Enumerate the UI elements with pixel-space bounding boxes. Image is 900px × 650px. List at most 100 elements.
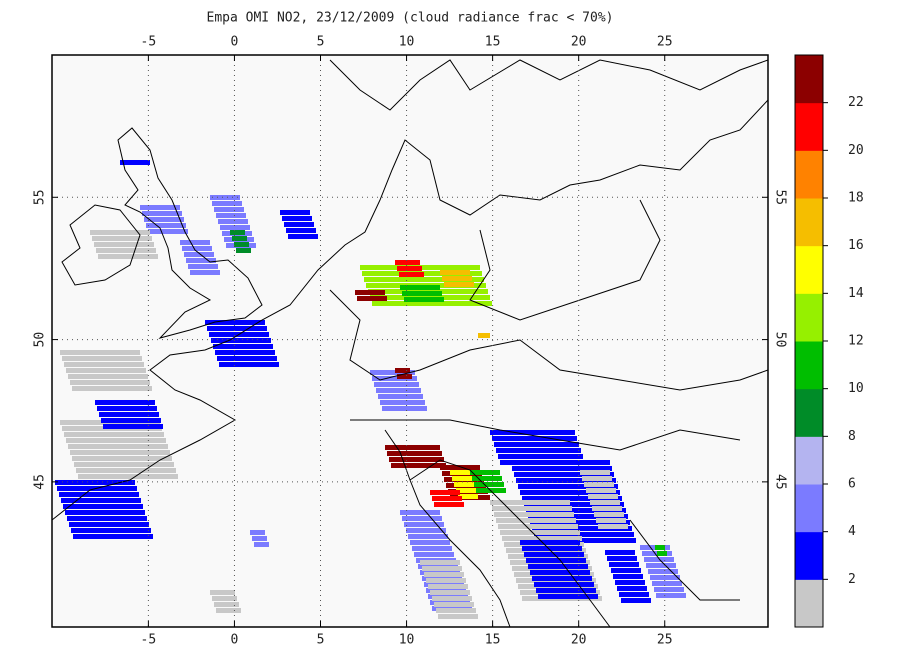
retrieval-pixel	[96, 248, 156, 253]
retrieval-pixel	[210, 195, 240, 200]
retrieval-pixel	[400, 510, 440, 515]
retrieval-pixel	[605, 550, 635, 555]
retrieval-pixel	[92, 236, 152, 241]
retrieval-pixel	[522, 496, 582, 501]
retrieval-pixel	[68, 444, 168, 449]
retrieval-pixel	[69, 522, 149, 527]
retrieval-pixel	[103, 424, 163, 429]
retrieval-pixel	[596, 538, 636, 543]
retrieval-pixel	[382, 406, 427, 411]
retrieval-pixel	[215, 350, 275, 355]
retrieval-pixel	[387, 451, 442, 456]
retrieval-pixel	[94, 242, 154, 247]
retrieval-pixel	[232, 236, 247, 241]
retrieval-pixel	[61, 498, 141, 503]
retrieval-pixel	[656, 593, 686, 598]
retrieval-pixel	[490, 430, 575, 435]
retrieval-pixel	[55, 480, 135, 485]
retrieval-pixel	[496, 448, 581, 453]
lat-tick-label: 55	[773, 189, 788, 205]
retrieval-pixel	[60, 350, 140, 355]
retrieval-pixel	[404, 297, 444, 302]
lon-tick-label: 5	[317, 35, 325, 50]
retrieval-pixel	[99, 412, 159, 417]
retrieval-pixel	[472, 476, 502, 481]
retrieval-pixel	[615, 580, 645, 585]
lon-tick-label: 10	[399, 35, 415, 50]
retrieval-pixel	[580, 470, 610, 475]
retrieval-pixel	[389, 457, 444, 462]
retrieval-pixel	[590, 500, 620, 505]
retrieval-pixels	[55, 160, 686, 619]
lon-tick-label: 10	[399, 633, 415, 648]
map-title: Empa OMI NO2, 23/12/2009 (cloud radiance…	[207, 11, 614, 26]
retrieval-pixel	[646, 563, 676, 568]
retrieval-pixel	[66, 438, 166, 443]
retrieval-pixel	[216, 608, 241, 613]
retrieval-pixel	[402, 291, 442, 296]
retrieval-pixel	[430, 590, 470, 595]
coastline	[629, 519, 740, 601]
colorbar-band	[795, 293, 823, 342]
coastlines	[51, 59, 769, 628]
lon-tick-label: 15	[485, 35, 501, 50]
border	[350, 419, 741, 451]
retrieval-pixel	[452, 476, 472, 481]
retrieval-pixel	[72, 456, 172, 461]
lat-tick-label: 55	[33, 189, 48, 205]
retrieval-pixel	[478, 333, 490, 338]
colorbar-band	[795, 150, 823, 199]
retrieval-pixel	[64, 362, 144, 367]
retrieval-pixel	[70, 380, 150, 385]
retrieval-pixel	[438, 614, 478, 619]
retrieval-pixel	[502, 536, 582, 541]
colorbar-tick-label: 22	[848, 95, 864, 110]
colorbar-tick-label: 6	[848, 477, 856, 492]
retrieval-pixel	[430, 490, 460, 495]
coastline	[51, 99, 769, 521]
retrieval-pixel	[408, 534, 448, 539]
retrieval-pixel	[190, 270, 220, 275]
lon-tick-label: 15	[485, 633, 501, 648]
retrieval-pixel	[385, 445, 440, 450]
retrieval-pixel	[372, 301, 492, 306]
colorbar-band	[795, 388, 823, 437]
colorbar-band	[795, 55, 823, 104]
colorbar	[795, 55, 828, 628]
retrieval-pixel	[619, 592, 649, 597]
retrieval-pixel	[611, 568, 641, 573]
retrieval-pixel	[62, 356, 142, 361]
retrieval-pixel	[188, 264, 218, 269]
retrieval-pixel	[526, 558, 586, 563]
retrieval-pixel	[74, 462, 174, 467]
retrieval-pixel	[582, 476, 612, 481]
retrieval-pixel	[442, 276, 472, 281]
retrieval-pixel	[71, 528, 151, 533]
retrieval-pixel	[397, 266, 422, 271]
coastline	[61, 204, 141, 286]
retrieval-pixel	[436, 608, 476, 613]
retrieval-pixel	[458, 494, 478, 499]
retrieval-pixel	[496, 518, 576, 523]
colorbar-band	[795, 436, 823, 485]
retrieval-pixel	[212, 596, 237, 601]
retrieval-pixel	[498, 454, 583, 459]
retrieval-pixel	[426, 578, 466, 583]
retrieval-pixel	[380, 400, 425, 405]
retrieval-pixel	[500, 530, 580, 535]
retrieval-pixel	[410, 540, 450, 545]
retrieval-pixel	[520, 490, 580, 495]
retrieval-pixel	[518, 484, 578, 489]
colorbar-tick-label: 4	[848, 524, 856, 539]
colorbar-tick-label: 14	[848, 286, 864, 301]
colorbar-tick-label: 18	[848, 191, 864, 206]
retrieval-pixel	[440, 465, 480, 470]
retrieval-pixel	[536, 588, 596, 593]
retrieval-pixel	[59, 492, 139, 497]
retrieval-pixel	[434, 602, 474, 607]
lon-tick-label: 20	[571, 35, 587, 50]
retrieval-pixel	[474, 482, 504, 487]
retrieval-pixel	[613, 574, 643, 579]
retrieval-pixel	[657, 551, 667, 556]
